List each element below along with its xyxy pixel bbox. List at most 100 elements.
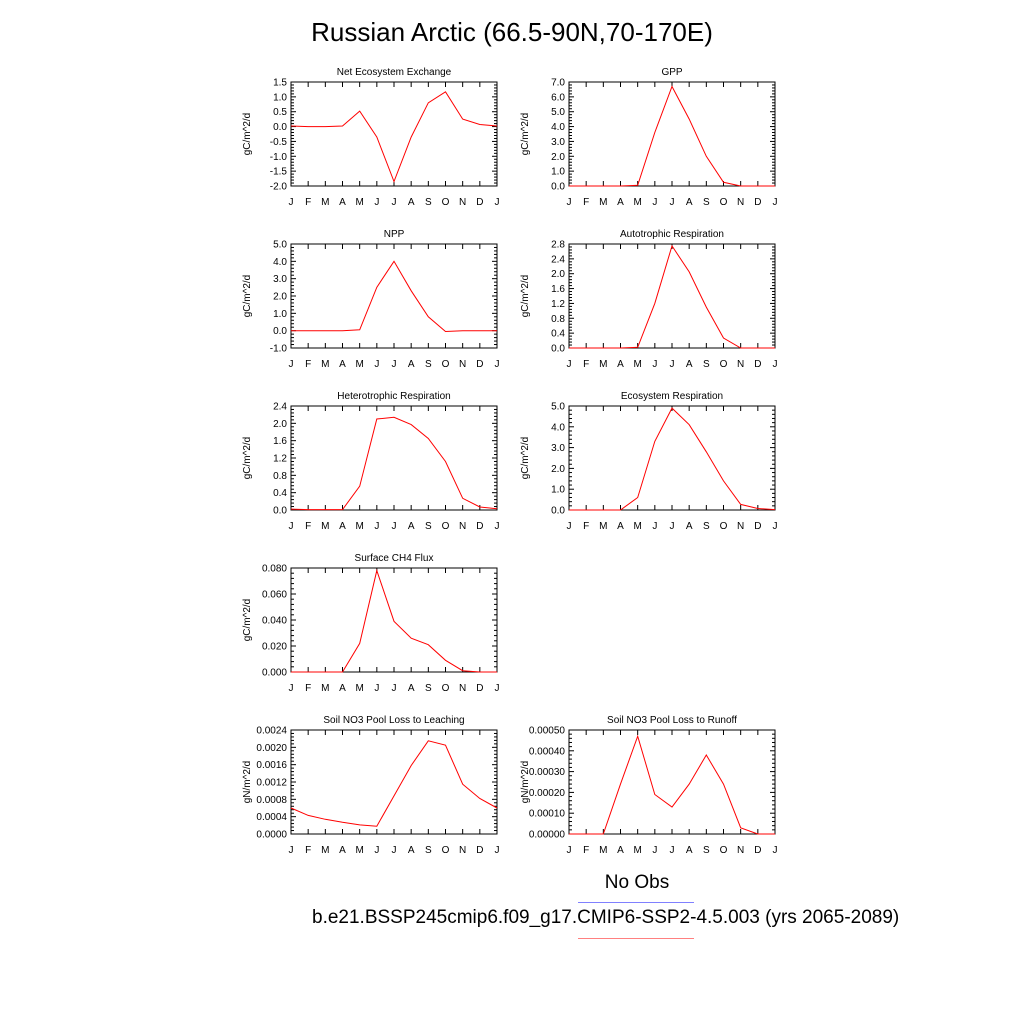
x-tick-label: J [567, 359, 572, 370]
x-tick-label: S [703, 359, 710, 370]
x-tick-label: D [754, 521, 761, 532]
x-tick-label: A [339, 197, 346, 208]
y-tick-label: 0.0 [273, 506, 287, 517]
x-tick-label: O [720, 845, 728, 856]
x-tick-label: F [305, 683, 311, 694]
y-tick-label: 2.0 [273, 419, 287, 430]
x-tick-label: A [617, 359, 624, 370]
y-axis-label: gC/m^2/d [242, 113, 253, 156]
x-tick-label: S [425, 521, 432, 532]
x-tick-label: J [652, 845, 657, 856]
chart-panel: Heterotrophic Respiration gC/m^2/d 0.0 0.4 0… [242, 391, 500, 532]
x-tick-label: O [442, 845, 450, 856]
y-tick-label: 2.8 [551, 240, 565, 251]
y-tick-label: 0.040 [262, 616, 287, 627]
y-tick-label: 2.4 [273, 402, 287, 413]
x-tick-label: J [495, 683, 500, 694]
y-tick-label: 0.00040 [529, 746, 566, 757]
y-tick-label: 0.0020 [256, 743, 287, 754]
x-tick-label: J [670, 197, 675, 208]
x-tick-label: S [703, 521, 710, 532]
x-tick-label: S [703, 845, 710, 856]
chart-title: Soil NO3 Pool Loss to Leaching [323, 715, 464, 726]
y-tick-label: 0.0 [551, 344, 565, 355]
chart-title: Net Ecosystem Exchange [337, 67, 452, 78]
plot-frame [568, 81, 776, 187]
x-tick-label: D [754, 359, 761, 370]
y-tick-label: 1.2 [273, 454, 287, 465]
x-tick-label: F [583, 197, 589, 208]
y-axis-label: gN/m^2/d [242, 761, 253, 804]
x-tick-label: J [374, 845, 379, 856]
x-tick-label: A [339, 521, 346, 532]
x-tick-label: D [754, 845, 761, 856]
x-tick-label: M [355, 521, 363, 532]
x-tick-label: J [773, 359, 778, 370]
y-axis-label: gC/m^2/d [242, 599, 253, 642]
x-tick-label: O [720, 359, 728, 370]
x-tick-label: J [652, 197, 657, 208]
x-tick-label: N [459, 197, 466, 208]
x-tick-label: J [652, 359, 657, 370]
plot-frame [290, 81, 498, 187]
x-tick-label: M [355, 845, 363, 856]
x-tick-label: F [305, 521, 311, 532]
x-tick-label: M [355, 197, 363, 208]
series-line [290, 91, 498, 183]
y-axis-label: gC/m^2/d [242, 275, 253, 318]
x-tick-label: N [737, 521, 744, 532]
y-tick-label: 1.0 [551, 485, 565, 496]
x-tick-label: A [339, 845, 346, 856]
legend-obs-line [578, 902, 694, 903]
y-tick-label: 5.0 [273, 240, 287, 251]
x-tick-label: J [670, 845, 675, 856]
x-tick-label: M [599, 359, 607, 370]
y-tick-label: 1.6 [273, 436, 287, 447]
y-tick-label: -1.0 [270, 344, 288, 355]
y-tick-label: 5.0 [551, 402, 565, 413]
x-tick-label: M [321, 521, 329, 532]
x-tick-label: A [617, 521, 624, 532]
series-line [291, 568, 497, 673]
x-tick-label: S [425, 683, 432, 694]
series-line [569, 407, 776, 511]
x-tick-label: D [476, 521, 483, 532]
x-tick-label: O [442, 197, 450, 208]
x-tick-label: J [289, 521, 294, 532]
y-tick-label: 0.00000 [529, 830, 566, 841]
x-tick-label: J [495, 845, 500, 856]
x-tick-label: J [289, 845, 294, 856]
x-tick-label: J [374, 683, 379, 694]
x-tick-label: O [442, 521, 450, 532]
y-axis-label: gN/m^2/d [520, 761, 531, 804]
x-tick-label: F [305, 359, 311, 370]
y-tick-label: 5.0 [551, 107, 565, 118]
x-tick-label: A [408, 683, 415, 694]
x-tick-label: N [459, 521, 466, 532]
x-tick-label: S [425, 845, 432, 856]
y-tick-label: 4.0 [551, 122, 565, 133]
x-tick-label: J [652, 521, 657, 532]
x-tick-label: M [599, 521, 607, 532]
x-tick-label: N [737, 359, 744, 370]
x-tick-label: J [392, 845, 397, 856]
x-tick-label: M [633, 521, 641, 532]
x-tick-label: N [459, 683, 466, 694]
x-tick-label: N [737, 197, 744, 208]
y-axis-label: gC/m^2/d [520, 437, 531, 480]
y-tick-label: 0.8 [551, 314, 565, 325]
x-tick-label: J [567, 845, 572, 856]
series-line [290, 416, 498, 511]
x-tick-label: A [408, 197, 415, 208]
y-tick-label: 0.00010 [529, 809, 566, 820]
y-tick-label: 1.0 [273, 92, 287, 103]
legend-case-label: b.e21.BSSP245cmip6.f09_g17.CMIP6-SSP2-4.… [312, 907, 900, 928]
x-tick-label: J [773, 521, 778, 532]
chart-panel: Autotrophic Respiration gC/m^2/d 0.0 0.4 0.8… [520, 229, 778, 370]
plot-frame [290, 405, 498, 511]
series-line [569, 244, 775, 349]
x-tick-label: A [686, 521, 693, 532]
chart-title: Surface CH4 Flux [355, 553, 434, 564]
